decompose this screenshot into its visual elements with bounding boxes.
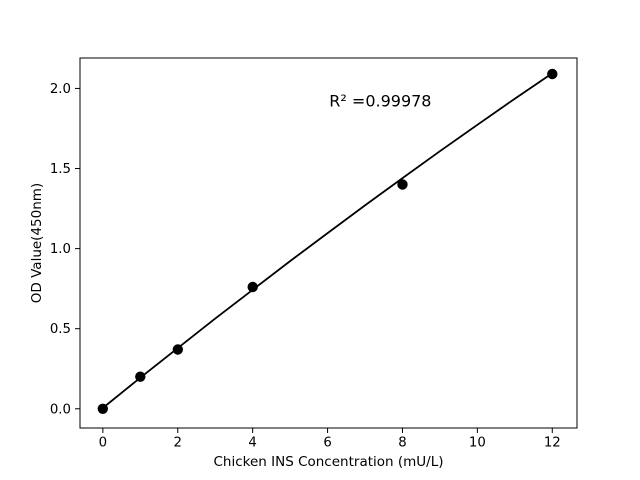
data-point (247, 281, 258, 293)
y-tick-label: 0.0 (50, 402, 71, 417)
y-tick-label: 2.0 (50, 82, 71, 97)
data-point (135, 371, 146, 382)
x-tick-label: 12 (544, 436, 561, 451)
plot-generated-layer: 0 2 4 6 8 10 12 0.0 0.5 1.0 1.5 2.0 (50, 57, 578, 451)
plot-border (79, 57, 578, 429)
x-tick-label: 6 (323, 436, 331, 451)
r-squared-annotation: R² =0.99978 (329, 92, 431, 111)
x-tick-label: 0 (99, 436, 107, 451)
x-tick-label: 4 (248, 436, 256, 451)
data-point (397, 179, 408, 190)
x-tick-label: 8 (398, 436, 406, 451)
y-tick-label: 1.5 (50, 162, 71, 177)
data-point (172, 344, 183, 355)
y-tick-label: 1.0 (50, 242, 71, 257)
x-axis-label: Chicken INS Concentration (mU/L) (213, 454, 443, 470)
data-point (97, 403, 109, 414)
y-tick-label: 0.5 (50, 322, 71, 337)
x-tick-label: 10 (469, 436, 486, 451)
x-tick-label: 2 (174, 436, 182, 451)
y-axis-label: OD Value(450nm) (29, 183, 45, 303)
data-point (547, 68, 558, 80)
